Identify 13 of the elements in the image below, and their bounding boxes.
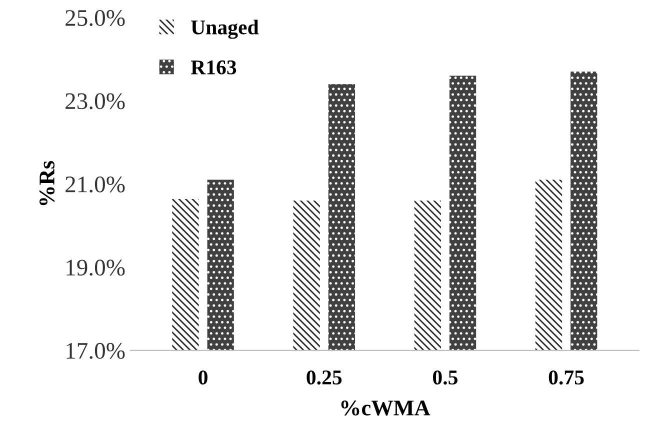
x-axis-title: %cWMA xyxy=(341,400,430,416)
legend-label: Unaged xyxy=(191,20,259,39)
x-tick-label: 0.25 xyxy=(306,370,342,385)
y-tick-label: 21.0% xyxy=(66,176,125,192)
y-tick-label: 17.0% xyxy=(66,342,125,359)
y-tick-label: 25.0% xyxy=(66,10,125,26)
y-tick-label: 23.0% xyxy=(66,93,125,110)
x-tick-label: 0.5 xyxy=(432,370,458,385)
x-tick-label: 0 xyxy=(198,370,208,385)
legend-label: R163 xyxy=(190,60,236,74)
x-tick-label: 0.75 xyxy=(548,370,584,385)
y-axis-title: %Rs xyxy=(39,161,55,206)
y-tick-label: 19.0% xyxy=(66,260,125,276)
